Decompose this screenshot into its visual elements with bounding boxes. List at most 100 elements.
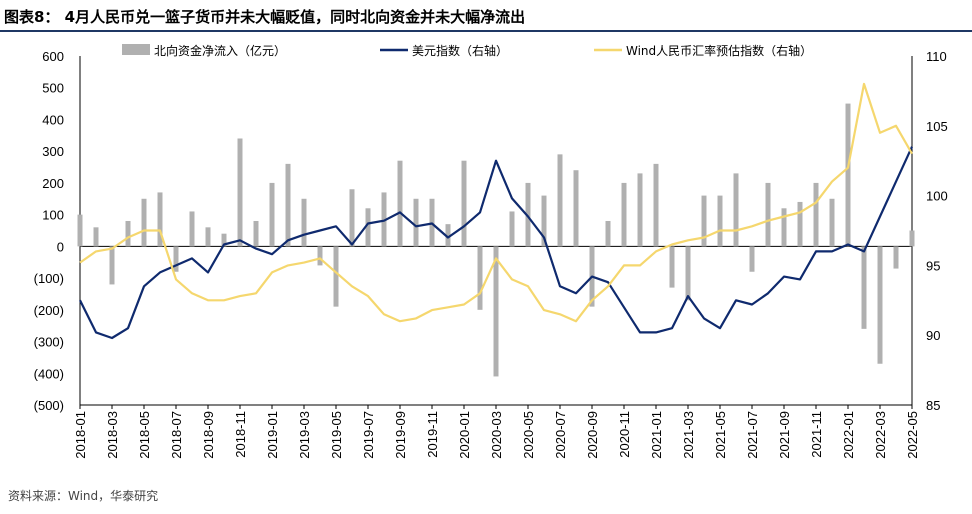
bar — [381, 192, 387, 247]
bar — [397, 160, 403, 247]
bar — [205, 227, 211, 247]
legend-label: Wind人民币汇率预估指数（右轴） — [626, 43, 812, 58]
bar — [77, 214, 83, 247]
usd-index-line — [79, 146, 913, 340]
y-right-tick-label: 100 — [926, 189, 948, 204]
title-divider — [0, 30, 972, 32]
bar-series — [77, 103, 915, 377]
bar — [781, 208, 787, 247]
bar — [349, 189, 355, 247]
x-tick-label: 2020-11 — [617, 411, 632, 458]
bar — [125, 220, 131, 247]
x-tick-label: 2020-09 — [585, 411, 600, 459]
legend: 北向资金净流入（亿元） 美元指数（右轴） Wind人民币汇率预估指数（右轴） — [122, 43, 812, 58]
bar — [669, 246, 675, 288]
x-tick-label: 2019-11 — [425, 411, 440, 458]
bar — [861, 246, 867, 329]
y-left-tick-label: (200) — [34, 303, 64, 318]
x-tick-label: 2018-05 — [137, 411, 152, 459]
y-right-tick-label: 110 — [926, 49, 947, 64]
bar — [237, 138, 243, 247]
x-tick-label: 2021-09 — [777, 411, 792, 459]
x-tick-label: 2018-09 — [201, 411, 216, 459]
x-tick-label: 2019-03 — [297, 411, 312, 459]
bar — [509, 211, 515, 247]
bar — [525, 182, 531, 247]
bar — [557, 154, 563, 247]
chart-title: 图表8： 4月人民币兑一篮子货币并未大幅贬值，同时北向资金并未大幅净流出 — [4, 8, 526, 26]
x-tick-label: 2020-07 — [553, 411, 568, 459]
bar — [413, 198, 419, 247]
wind-cny-index-line — [79, 82, 913, 323]
axes: 600 500 400 300 200 100 0 (100) (200) (300) (400) (… — [34, 49, 948, 459]
x-tick-label: 2021-07 — [745, 411, 760, 459]
y-left-tick-label: 100 — [42, 208, 64, 223]
x-tick-label: 2021-05 — [713, 411, 728, 459]
y-right-tick-label: 85 — [926, 398, 940, 413]
y-left-tick-label: (500) — [34, 398, 64, 413]
y-left-tick-label: (100) — [34, 271, 64, 286]
bar — [221, 233, 227, 247]
bar — [365, 208, 371, 247]
bar — [733, 173, 739, 247]
line-series — [79, 82, 913, 340]
x-tick-label: 2020-03 — [489, 411, 504, 459]
bar — [93, 227, 99, 247]
bar — [541, 195, 547, 247]
x-tick-label: 2021-03 — [681, 411, 696, 459]
y-left-tick-label: 600 — [42, 49, 64, 64]
bar — [765, 182, 771, 247]
bar — [493, 246, 499, 377]
y-left-tick-label: 200 — [42, 176, 64, 191]
y-right-tick-label: 95 — [926, 258, 940, 273]
y-left-tick-label: 300 — [42, 144, 64, 159]
x-tick-label: 2019-01 — [265, 411, 280, 459]
x-tick-label: 2021-11 — [809, 411, 824, 458]
bar — [285, 163, 291, 247]
bar — [333, 246, 339, 307]
bar — [909, 230, 915, 247]
y-left-tick-label: 400 — [42, 112, 64, 127]
bar — [189, 211, 195, 247]
bar — [301, 198, 307, 247]
x-tick-label: 2018-03 — [105, 411, 120, 459]
x-tick-label: 2022-01 — [841, 411, 856, 459]
bar — [829, 198, 835, 247]
y-left-tick-label: 500 — [42, 81, 64, 96]
source-note: 资料来源：Wind，华泰研究 — [8, 489, 159, 503]
x-tick-label: 2021-01 — [649, 411, 664, 459]
x-tick-label: 2020-01 — [457, 411, 472, 459]
x-tick-label: 2018-01 — [73, 411, 88, 459]
bar — [157, 192, 163, 247]
y-left-tick-label: (300) — [34, 335, 64, 350]
bar — [269, 182, 275, 247]
bar — [109, 246, 115, 285]
bar — [477, 246, 483, 310]
bar — [573, 170, 579, 247]
bar — [797, 201, 803, 247]
bar — [141, 198, 147, 247]
y-right-tick-label: 105 — [926, 119, 948, 134]
bar — [253, 220, 259, 247]
y-left-tick-label: 0 — [57, 239, 64, 254]
legend-label: 美元指数（右轴） — [412, 43, 508, 58]
bar — [173, 246, 179, 272]
bar — [893, 246, 899, 269]
legend-label: 北向资金净流入（亿元） — [154, 43, 286, 58]
legend-swatch-bar — [122, 44, 150, 55]
bar — [605, 220, 611, 247]
bar — [461, 160, 467, 247]
bar — [749, 246, 755, 272]
bar — [877, 246, 883, 364]
bar — [621, 182, 627, 247]
x-tick-label: 2018-07 — [169, 411, 184, 459]
x-tick-label: 2019-05 — [329, 411, 344, 459]
y-right-tick-label: 90 — [926, 328, 940, 343]
bar — [701, 195, 707, 247]
y-left-tick-label: (400) — [34, 366, 64, 381]
x-tick-label: 2018-11 — [233, 411, 248, 458]
x-tick-label: 2019-07 — [361, 411, 376, 459]
bar — [813, 182, 819, 247]
bar — [317, 246, 323, 266]
